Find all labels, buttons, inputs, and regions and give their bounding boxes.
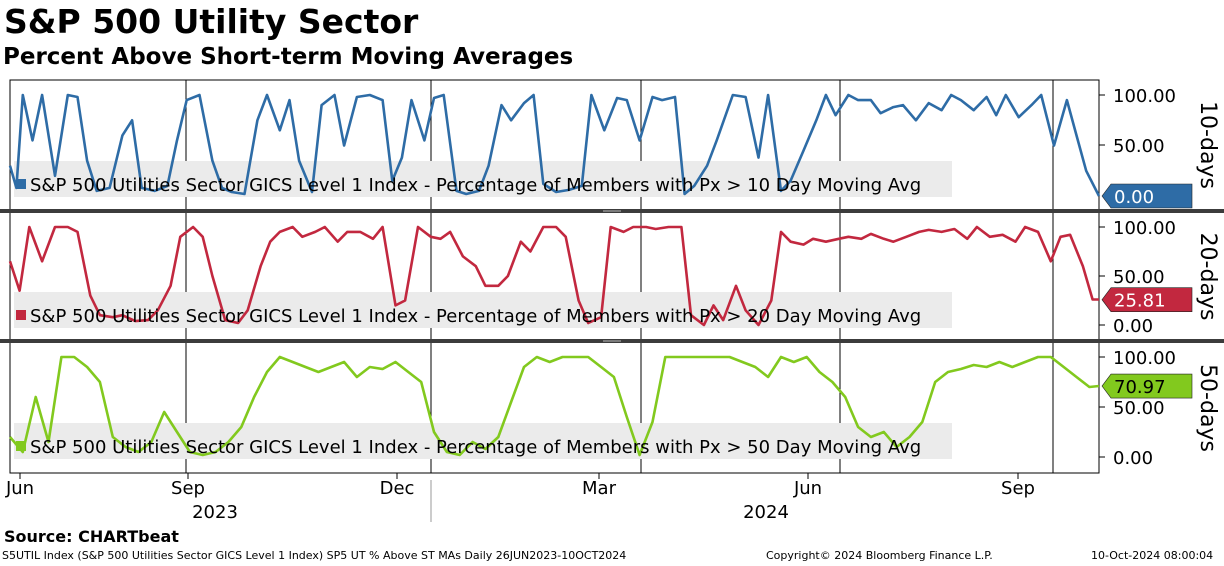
side-label-20d: 20-days bbox=[1195, 233, 1220, 321]
last-value-label-20d: 25.81 bbox=[1114, 291, 1166, 312]
legend-label-10d: S&P 500 Utilities Sector GICS Level 1 In… bbox=[30, 175, 921, 196]
legend-label-50d: S&P 500 Utilities Sector GICS Level 1 In… bbox=[30, 437, 921, 458]
y-tick-label: 100.00 bbox=[1113, 218, 1176, 239]
legend-swatch-10d bbox=[16, 179, 26, 189]
last-value-badge-10d bbox=[1101, 183, 1193, 209]
legend-box-20d bbox=[14, 292, 952, 328]
legend-swatch-20d bbox=[16, 310, 26, 320]
y-tick-label: 100.00 bbox=[1113, 86, 1176, 107]
last-value-badge-20d bbox=[1101, 287, 1193, 313]
side-label-50d: 50-days bbox=[1195, 364, 1220, 452]
last-value-label-50d: 70.97 bbox=[1114, 377, 1166, 398]
series-line-20d bbox=[8, 225, 1099, 327]
year-label-2023: 2023 bbox=[192, 502, 238, 523]
y-tick-label: 0.00 bbox=[1113, 448, 1153, 469]
side-label-10d: 10-days bbox=[1195, 101, 1220, 189]
legend-swatch-50d bbox=[16, 441, 26, 451]
series-line-10d bbox=[8, 93, 1101, 197]
y-tick-label: 50.00 bbox=[1113, 136, 1165, 157]
x-tick-label-dec: Dec bbox=[380, 478, 415, 499]
y-tick-label: 50.00 bbox=[1113, 267, 1165, 288]
year-label-2024: 2024 bbox=[743, 502, 789, 523]
legend-box-50d bbox=[14, 423, 952, 459]
series-line-50d bbox=[9, 355, 1100, 457]
x-tick-label-sep: Sep bbox=[171, 478, 205, 499]
last-value-label-10d: 0.00 bbox=[1114, 187, 1154, 208]
y-tick-label: 100.00 bbox=[1113, 348, 1176, 369]
source-note: Source: CHARTbeat bbox=[4, 527, 179, 546]
chart-subtitle: Percent Above Short-term Moving Averages bbox=[3, 44, 574, 70]
last-value-badge-50d bbox=[1101, 373, 1193, 399]
x-tick-label-jun: Jun bbox=[793, 478, 822, 499]
x-tick-label-mar: Mar bbox=[582, 478, 617, 499]
y-tick-label: 0.00 bbox=[1113, 316, 1153, 337]
copyright: Copyright© 2024 Bloomberg Finance L.P. bbox=[766, 549, 993, 562]
y-tick-label: 50.00 bbox=[1113, 398, 1165, 419]
x-tick-label-sep: Sep bbox=[1001, 478, 1035, 499]
x-tick-label-jun: Jun bbox=[5, 478, 34, 499]
ticker-description: S5UTIL Index (S&P 500 Utilities Sector G… bbox=[2, 549, 627, 562]
chart-title: S&P 500 Utility Sector bbox=[4, 2, 419, 41]
timestamp: 10-Oct-2024 08:00:04 bbox=[1091, 549, 1214, 562]
legend-label-20d: S&P 500 Utilities Sector GICS Level 1 In… bbox=[30, 306, 921, 327]
